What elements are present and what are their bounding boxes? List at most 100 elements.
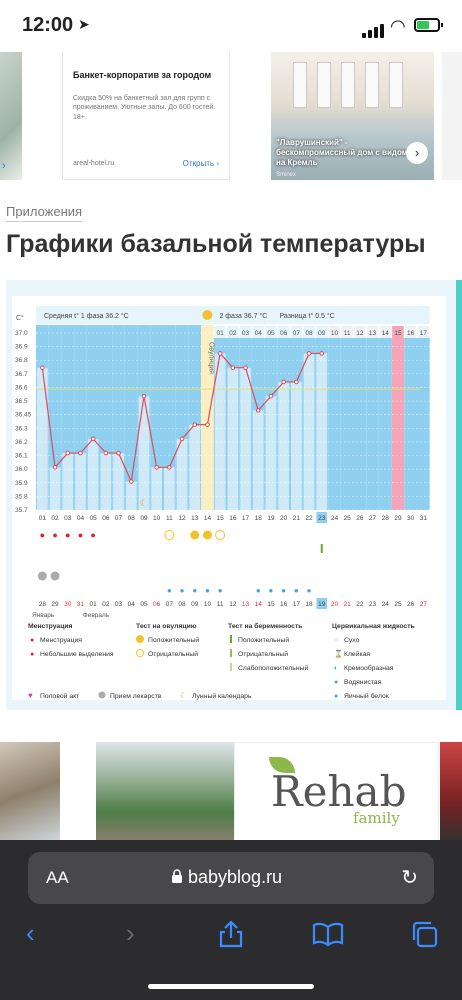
safari-toolbar: AA babyblog.ru ↻ ‹ › [0, 840, 462, 1000]
section-label[interactable]: Приложения [6, 204, 83, 222]
bookmarks-icon[interactable] [312, 922, 344, 946]
temperature-bar [151, 467, 162, 510]
promo-image-park[interactable] [96, 742, 234, 842]
calendar-date-label: 19 [318, 601, 326, 608]
day-label: 24 [331, 515, 339, 522]
day-label: 18 [255, 515, 263, 522]
ad-card-banquet[interactable]: Банкет-корпоратив за городом Скидка 50% … [62, 52, 230, 180]
phase2-day-label: 06 [280, 330, 288, 337]
temperature-bar [75, 453, 86, 510]
promo-rehab-card[interactable]: Rehab family [234, 742, 439, 842]
menstruation-drop-icon: ● [40, 530, 45, 540]
ad-title: Банкет-корпоратив за городом [73, 70, 212, 80]
day-label: 10 [153, 515, 161, 522]
temperature-point [217, 351, 223, 356]
phase2-day-cell [315, 326, 328, 338]
legend-cervical-icon: ⌛ [334, 649, 343, 658]
month-label: Январь [32, 612, 55, 619]
calendar-date-label: 31 [77, 601, 85, 608]
rehab-logo-sub: family [353, 809, 400, 827]
legend-cervical-icon: ◐ [334, 665, 338, 672]
rehab-logo: Rehab [271, 767, 407, 816]
leaf-icon [269, 757, 295, 773]
temperature-bar [214, 353, 226, 510]
forward-button[interactable]: › [126, 918, 135, 948]
ad-caption: "Лаврушинский" - бескомпромиссный дом с … [276, 138, 408, 167]
temperature-point [319, 351, 325, 356]
cervical-fluid-icon: ● [256, 586, 261, 595]
cervical-fluid-icon: ● [307, 586, 312, 595]
phase2-day-label: 01 [217, 330, 225, 337]
temperature-bar [316, 353, 328, 510]
calendar-date-label: 10 [204, 601, 212, 608]
y-tick-label: 35.8 [15, 493, 28, 500]
calendar-date-label: 03 [115, 601, 123, 608]
day-label: 22 [305, 515, 313, 522]
ad-carousel[interactable]: › Банкет-корпоратив за городом Скидка 50… [0, 52, 462, 180]
address-bar[interactable]: AA babyblog.ru ↻ [28, 852, 434, 904]
y-tick-label: 36.9 [15, 344, 28, 351]
chart-column [404, 338, 417, 510]
promo-image-left[interactable] [0, 742, 60, 842]
chart-side-strip [456, 280, 462, 710]
temperature-point [103, 450, 109, 456]
moon-icon: ☾ [140, 498, 148, 508]
phase2-day-cell [354, 326, 366, 338]
cellular-signal-icon [362, 20, 386, 38]
chevron-right-icon: › [2, 160, 6, 172]
day-label: 04 [77, 515, 85, 522]
carousel-next-button[interactable]: › [406, 142, 428, 164]
calendar-date-label: 30 [64, 601, 72, 608]
day-label: 17 [242, 515, 250, 522]
legend-item: Клейкая [344, 650, 370, 658]
legend-item: Водянистая [344, 679, 382, 686]
calendar-date-label: 14 [255, 601, 263, 608]
legend-item: Менструация [40, 637, 82, 644]
phase2-day-label: 15 [394, 330, 402, 337]
ad-open-link[interactable]: Открыть › [182, 159, 219, 168]
calendar-date-label: 24 [382, 601, 390, 608]
phase2-day-cell [366, 326, 379, 338]
day-label: 07 [115, 515, 123, 522]
tabs-icon[interactable] [410, 920, 438, 948]
reload-icon[interactable]: ↻ [401, 867, 418, 889]
day-label: 14 [204, 515, 212, 522]
promo-strip[interactable]: Rehab family [0, 742, 462, 842]
phase1-label: Средняя t° 1 фаза 36.2 °C [44, 312, 129, 320]
ad-card-far[interactable] [442, 52, 462, 180]
bbt-chart-card[interactable]: Средняя t° 1 фаза 36.2 °C 2 фаза 36.7 °C Р… [6, 280, 462, 710]
promo-image-right[interactable] [440, 742, 462, 842]
temperature-bar [125, 481, 137, 510]
menstruation-drop-icon: ● [90, 530, 95, 540]
ad-card-lavrushinsky[interactable]: "Лаврушинский" - бескомпромиссный дом с … [271, 52, 434, 180]
y-unit-label: C° [16, 314, 24, 322]
legend-item: Сухо [344, 637, 360, 644]
back-button[interactable]: ‹ [26, 918, 35, 948]
ad-card-left[interactable]: › [0, 52, 22, 180]
legend-title: Тест на беременность [228, 622, 302, 630]
chart-column [150, 325, 163, 510]
chart-header-band [36, 306, 430, 324]
home-indicator [148, 984, 314, 989]
legend-drop-icon: ● [30, 637, 34, 644]
temperature-bar [240, 367, 251, 510]
phase2-day-label: 02 [229, 330, 237, 337]
calendar-date-label: 13 [242, 601, 250, 608]
phase2-day-cell [265, 326, 277, 338]
temperature-point [65, 450, 71, 456]
phase2-day-label: 14 [382, 330, 390, 337]
url-text[interactable]: babyblog.ru [188, 867, 283, 887]
day-label: 06 [102, 515, 110, 522]
share-icon[interactable] [218, 920, 244, 948]
temperature-point [141, 393, 147, 399]
day-label: 02 [51, 515, 59, 522]
ovulation-negative-icon [215, 530, 226, 540]
legend-item: Кремообразная [344, 664, 394, 672]
reader-aa-button[interactable]: AA [46, 868, 69, 887]
temperature-point [52, 465, 58, 470]
y-tick-label: 36.3 [15, 425, 28, 432]
legend-pregnancy-icon [230, 635, 232, 643]
difference-label: Разница t° 0.5 °C [279, 312, 334, 320]
legend-item: Положительный [148, 636, 199, 644]
phase2-day-cell [214, 326, 226, 338]
